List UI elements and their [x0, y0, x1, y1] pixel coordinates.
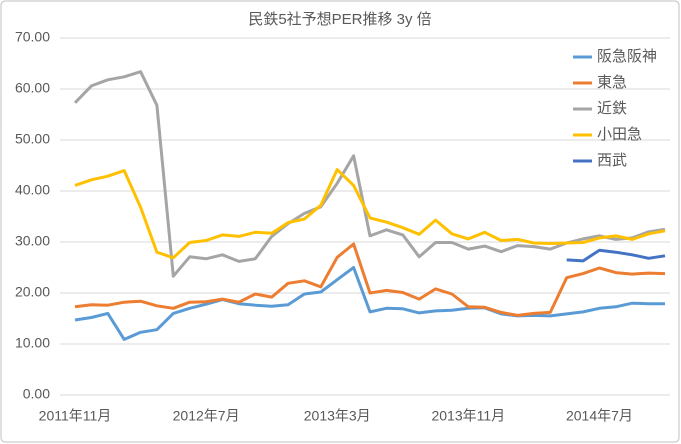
x-tick-label: 2014年7月	[566, 408, 633, 424]
legend-label: 小田急	[597, 126, 642, 143]
legend-label: 東急	[597, 74, 627, 91]
y-tick-label: 70.00	[15, 29, 50, 45]
x-tick-label: 2013年11月	[431, 408, 505, 424]
y-tick-label: 30.00	[15, 233, 50, 249]
chart-title: 民鉄5社予想PER推移 3y 倍	[248, 11, 431, 28]
x-tick-label: 2012年7月	[173, 408, 240, 424]
y-tick-label: 0.00	[23, 386, 50, 402]
y-tick-label: 40.00	[15, 182, 50, 198]
y-tick-label: 50.00	[15, 131, 50, 147]
legend-label: 近鉄	[597, 100, 627, 117]
x-tick-label: 2013年3月	[304, 408, 371, 424]
series-line	[74, 168, 666, 260]
series-line	[74, 266, 665, 341]
y-tick-label: 20.00	[15, 284, 50, 300]
legend-label: 阪急阪神	[597, 48, 657, 65]
y-tick-label: 10.00	[15, 335, 50, 351]
x-tick-label: 2011年11月	[39, 408, 112, 424]
y-tick-label: 60.00	[15, 80, 50, 96]
legend-label: 西武	[597, 152, 627, 169]
series-line	[566, 248, 666, 263]
series-line	[74, 242, 666, 317]
